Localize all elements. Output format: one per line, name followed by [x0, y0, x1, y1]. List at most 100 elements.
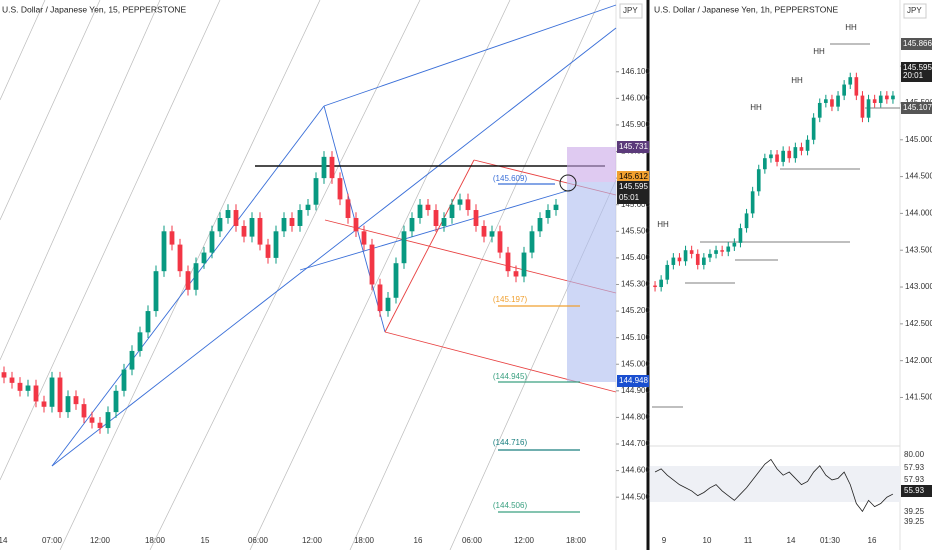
candle	[233, 210, 239, 226]
candle	[369, 244, 375, 285]
candle	[665, 264, 670, 280]
candle	[225, 210, 231, 219]
candle	[732, 242, 737, 247]
candle	[65, 396, 71, 413]
candle	[481, 225, 487, 237]
candle	[73, 396, 79, 405]
candle	[193, 263, 199, 290]
price-badge-label: 145.595	[903, 63, 932, 72]
candle	[671, 257, 676, 265]
candle	[345, 199, 351, 219]
candle	[417, 204, 423, 219]
candle	[249, 218, 255, 237]
y-tick-label: 144.900	[621, 386, 650, 395]
y-tick-label: 145.200	[621, 306, 650, 315]
candle	[321, 156, 327, 179]
candle	[817, 102, 822, 118]
candle	[489, 231, 495, 237]
candle	[521, 252, 527, 277]
candle	[860, 95, 865, 118]
y-tick-label: 145.000	[621, 359, 650, 368]
candle	[137, 332, 143, 351]
x-tick-label: 12:00	[90, 536, 111, 545]
candle	[353, 218, 359, 232]
y-tick-label: 144.800	[621, 413, 650, 422]
candle	[329, 156, 335, 179]
candle	[25, 385, 31, 391]
candle	[121, 369, 127, 391]
price-badge-label: 145.107	[903, 103, 932, 112]
candle	[497, 231, 503, 253]
candle	[763, 158, 767, 170]
candle	[281, 218, 287, 232]
chart-title ttl: U.S. Dollar / Japanese Yen, 1h, PEPPERST…	[654, 4, 838, 14]
price-badge	[617, 181, 649, 193]
x-tick-label: 01:30	[820, 536, 841, 545]
x-tick-label: 06:00	[462, 536, 483, 545]
candle	[529, 231, 535, 253]
candle	[289, 218, 295, 226]
price-badge	[901, 70, 932, 82]
candle	[854, 77, 859, 96]
fib-label: (145.197)	[493, 295, 528, 304]
candle	[1, 372, 7, 378]
candle	[695, 253, 700, 265]
x-tick-label: 18:00	[354, 536, 375, 545]
price-badge-label: 20:01	[903, 71, 924, 80]
swing-label: HH	[845, 23, 857, 32]
osc-label: 39.25	[904, 507, 925, 516]
fib-label: (144.716)	[493, 438, 528, 447]
fib-label: (144.506)	[493, 501, 528, 510]
candle	[465, 199, 471, 211]
price-badge	[617, 171, 649, 183]
candle	[677, 257, 682, 262]
price-badge	[617, 375, 649, 387]
candle	[537, 218, 543, 232]
candle	[714, 250, 718, 254]
candle	[659, 279, 663, 288]
fib-levels	[498, 183, 580, 513]
candle	[393, 263, 399, 298]
price-badge-label: 145.595	[619, 182, 648, 191]
candle	[799, 147, 804, 151]
y-tick-label: 144.500	[905, 172, 932, 181]
y-tick-label: 146.000	[621, 93, 650, 102]
right-levels	[652, 43, 900, 408]
candle	[720, 250, 724, 252]
x-tick-label: 15	[201, 536, 210, 545]
y-tick-label: 143.500	[905, 245, 932, 254]
price-badge	[901, 102, 932, 114]
candle	[209, 231, 215, 253]
y-tick-label: 142.500	[905, 319, 932, 328]
candle	[153, 271, 159, 312]
candle	[9, 377, 15, 383]
osc-label: 39.25	[904, 517, 925, 526]
candle	[273, 231, 279, 258]
candle	[257, 218, 263, 245]
candle	[409, 218, 415, 232]
reward-zone	[567, 182, 616, 382]
candle	[129, 350, 135, 370]
candle	[57, 377, 63, 413]
y-tick-label: 146.100	[621, 67, 650, 76]
candle	[781, 150, 785, 162]
price-badge-label: 145.866	[903, 39, 932, 48]
candle	[185, 271, 191, 290]
candle	[33, 385, 39, 402]
x-tick-label: 11	[744, 536, 753, 545]
candle	[744, 213, 749, 229]
candle	[848, 77, 853, 85]
candle	[49, 377, 55, 407]
chart-title ttl: U.S. Dollar / Japanese Yen, 15, PEPPERST…	[2, 4, 186, 14]
fib-label: (144.945)	[493, 372, 528, 381]
candle	[775, 154, 779, 162]
price-badge-label: 145.731	[619, 142, 648, 151]
candle	[878, 95, 883, 103]
candle	[842, 84, 846, 96]
swing-label: HH	[813, 47, 825, 56]
candle	[89, 417, 95, 423]
x-tick-label: 18:00	[145, 536, 166, 545]
candle	[425, 204, 431, 211]
candle	[866, 99, 871, 118]
x-tick-label: 12:00	[302, 536, 323, 545]
